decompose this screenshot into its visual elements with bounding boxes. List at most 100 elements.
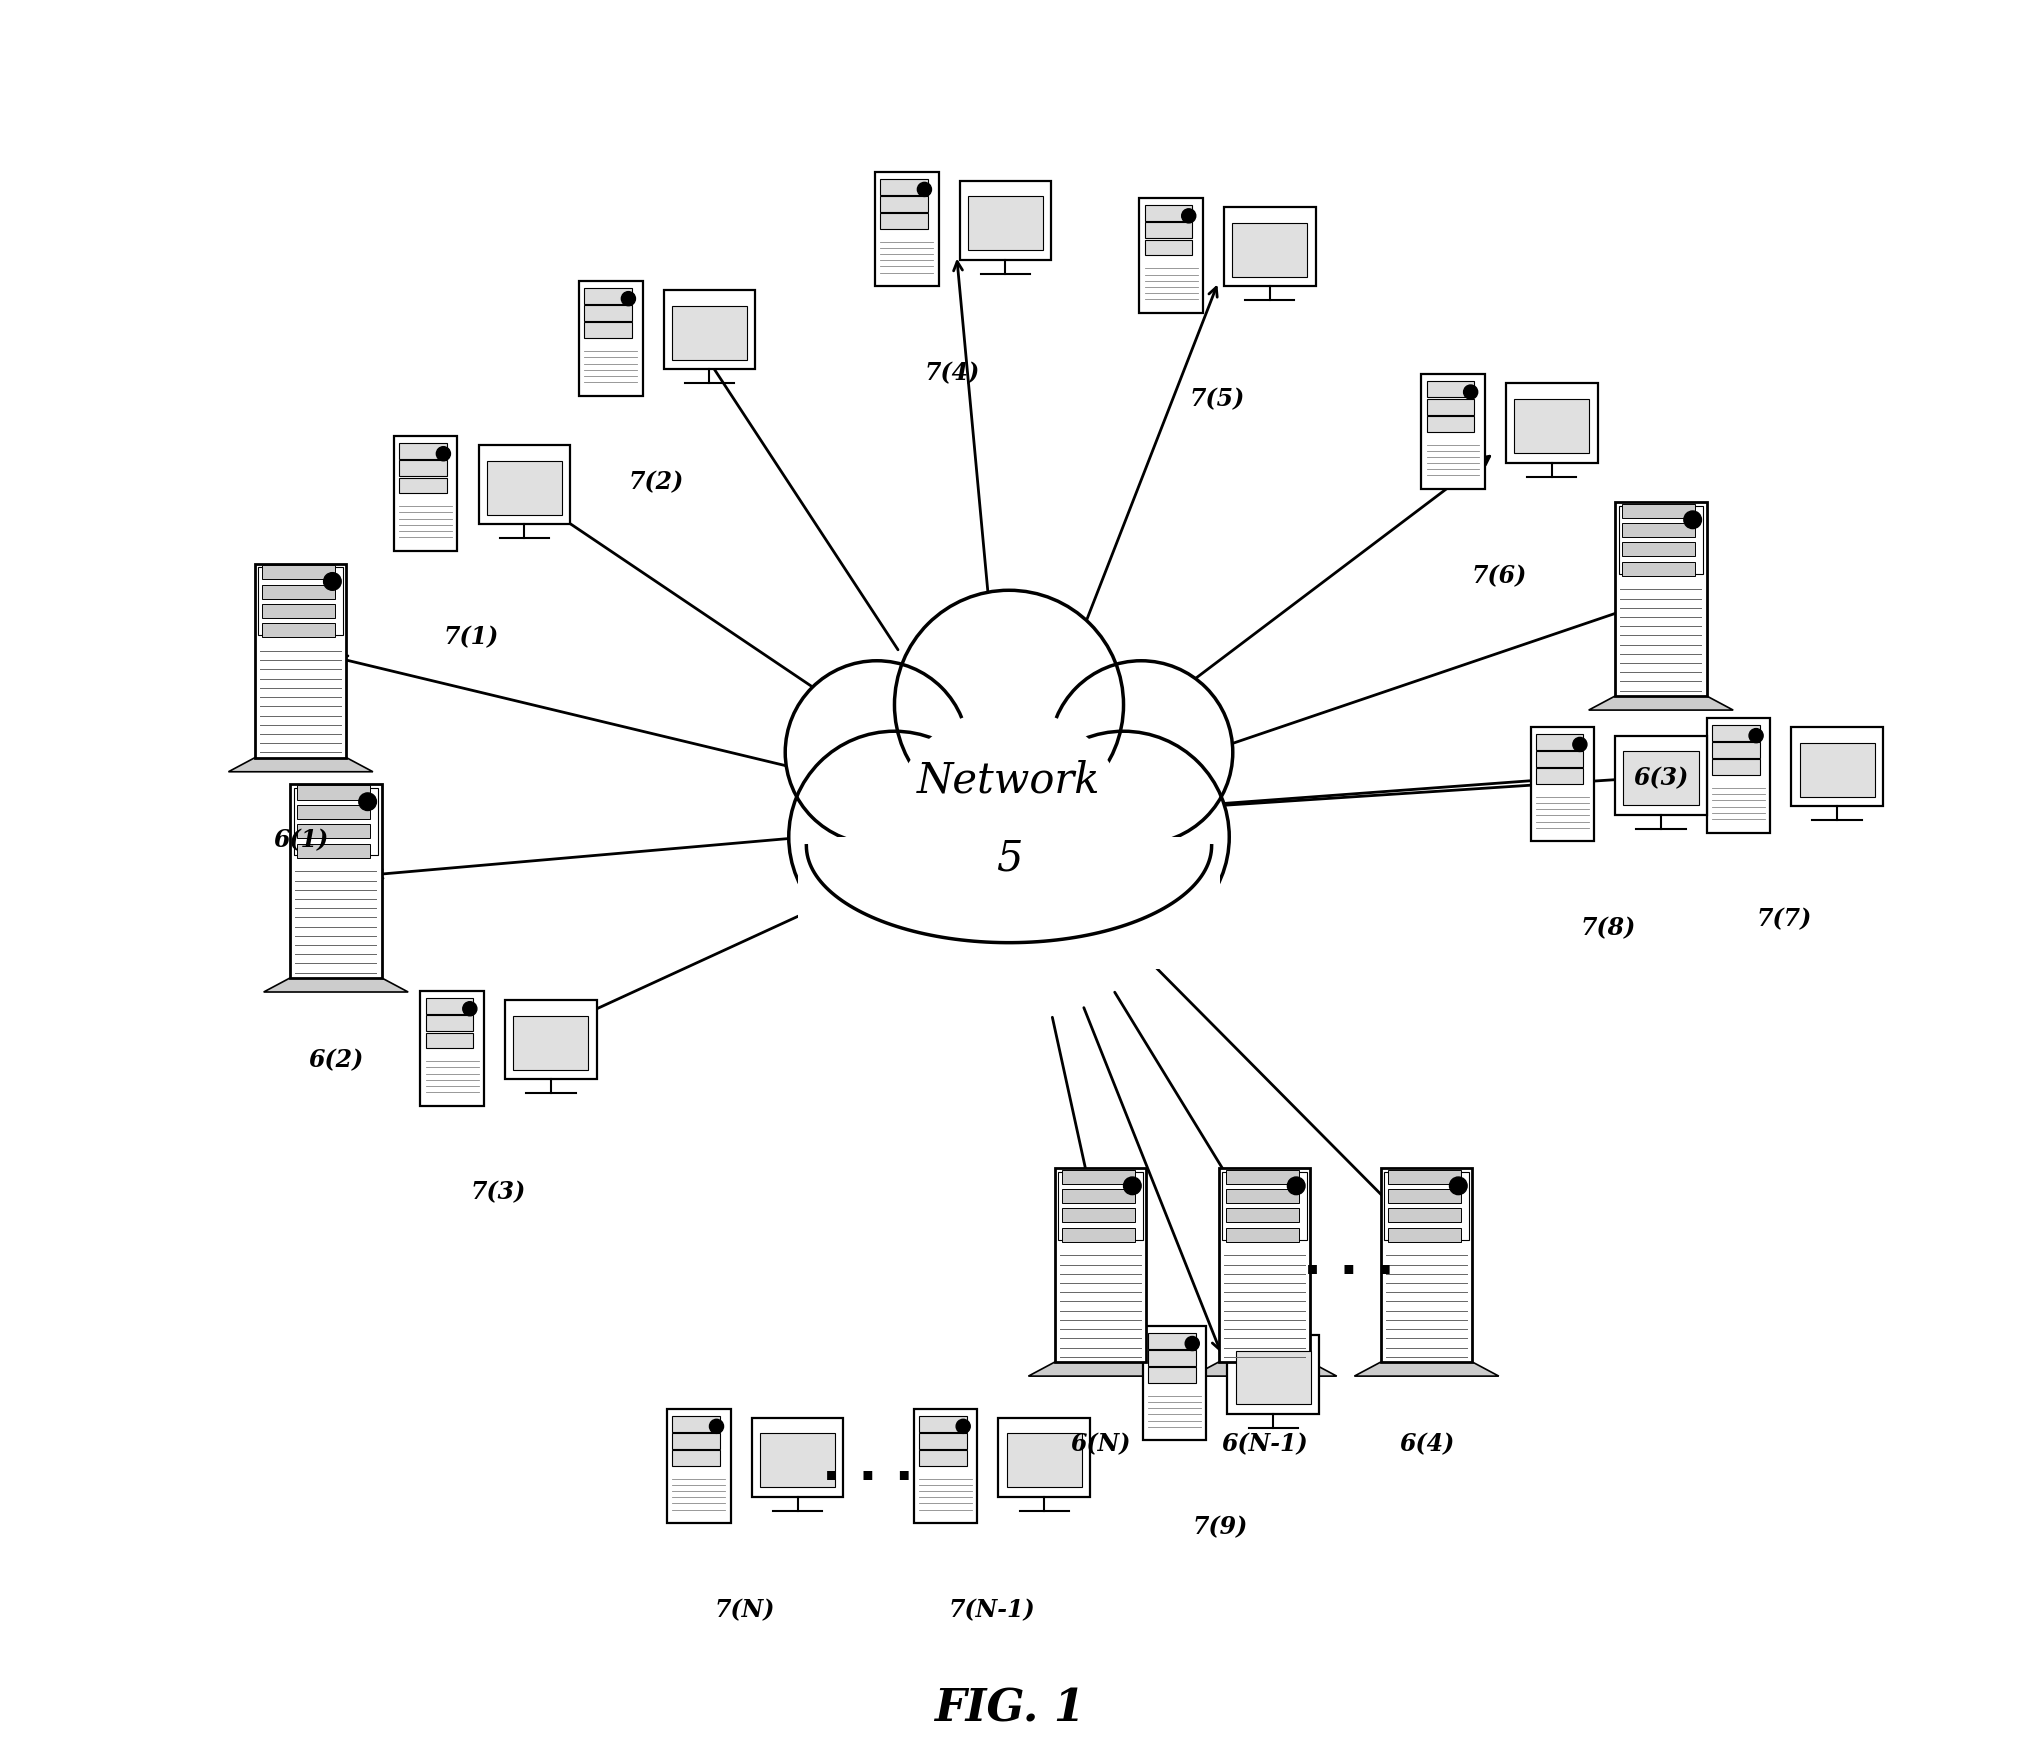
Circle shape: [1124, 1177, 1140, 1195]
Text: 7(6): 7(6): [1471, 564, 1526, 589]
Text: 7(3): 7(3): [470, 1181, 525, 1205]
Bar: [1711, 759, 1760, 775]
Bar: [1622, 504, 1695, 518]
Bar: [1227, 1336, 1320, 1413]
Bar: [1144, 222, 1193, 238]
Bar: [579, 280, 642, 396]
Circle shape: [359, 793, 377, 811]
Circle shape: [1017, 731, 1229, 943]
Bar: [1219, 1168, 1310, 1362]
Text: . . .: . . .: [821, 1441, 914, 1491]
Circle shape: [1683, 511, 1701, 529]
Bar: [1614, 502, 1707, 696]
Bar: [1061, 1209, 1136, 1223]
Bar: [1057, 1172, 1142, 1240]
Bar: [585, 287, 632, 303]
Circle shape: [710, 1420, 724, 1434]
Bar: [1233, 224, 1308, 277]
Bar: [504, 1001, 597, 1078]
Bar: [1142, 1325, 1207, 1441]
Bar: [258, 567, 343, 634]
Bar: [1225, 206, 1316, 287]
Text: 6(N): 6(N): [1070, 1433, 1130, 1457]
Circle shape: [1185, 1337, 1199, 1350]
Bar: [1505, 382, 1598, 462]
Bar: [672, 1450, 720, 1466]
Bar: [486, 462, 563, 515]
Bar: [1384, 1172, 1469, 1240]
Text: 6(2): 6(2): [309, 1048, 363, 1073]
Bar: [420, 990, 484, 1107]
Bar: [1061, 1228, 1136, 1242]
Bar: [1388, 1228, 1461, 1242]
Bar: [1225, 1209, 1300, 1223]
Bar: [1421, 374, 1485, 488]
Text: 7(2): 7(2): [630, 470, 684, 495]
Bar: [297, 825, 371, 839]
Bar: [753, 1417, 844, 1496]
Bar: [1061, 1170, 1136, 1184]
Circle shape: [1572, 737, 1586, 751]
Bar: [262, 566, 335, 580]
Text: . . .: . . .: [1304, 1235, 1394, 1284]
Bar: [1427, 382, 1475, 396]
Bar: [262, 585, 335, 599]
Circle shape: [622, 291, 636, 307]
Bar: [761, 1434, 835, 1487]
Text: 7(9): 7(9): [1193, 1515, 1247, 1540]
Bar: [918, 1450, 967, 1466]
Bar: [1614, 735, 1707, 814]
Bar: [1514, 400, 1590, 453]
Bar: [262, 604, 335, 618]
Bar: [254, 564, 347, 758]
Bar: [672, 1417, 720, 1431]
Circle shape: [1449, 1177, 1467, 1195]
Bar: [478, 444, 571, 525]
Bar: [1622, 562, 1695, 576]
Circle shape: [789, 731, 1001, 943]
Bar: [1225, 1170, 1300, 1184]
Circle shape: [890, 708, 1128, 948]
Bar: [297, 805, 371, 819]
Bar: [1225, 1228, 1300, 1242]
Circle shape: [918, 183, 932, 197]
Bar: [880, 213, 928, 229]
Polygon shape: [1354, 1362, 1499, 1376]
Bar: [297, 786, 371, 800]
Circle shape: [1183, 210, 1197, 224]
Bar: [1622, 751, 1699, 805]
Bar: [914, 1410, 977, 1522]
Bar: [1536, 733, 1584, 749]
Bar: [969, 197, 1043, 250]
Polygon shape: [1029, 1362, 1172, 1376]
Bar: [400, 444, 446, 458]
Bar: [1148, 1334, 1197, 1350]
Bar: [426, 1015, 474, 1031]
Bar: [426, 997, 474, 1013]
Bar: [513, 1015, 589, 1070]
Bar: [880, 178, 928, 194]
Bar: [1144, 204, 1193, 220]
Bar: [400, 478, 446, 493]
Bar: [1711, 726, 1760, 740]
Bar: [1536, 768, 1584, 784]
Circle shape: [436, 448, 450, 462]
Bar: [1427, 398, 1475, 414]
Text: 5: 5: [995, 837, 1023, 879]
Circle shape: [886, 705, 1132, 951]
Circle shape: [785, 661, 969, 844]
Bar: [1792, 726, 1883, 805]
Text: 7(1): 7(1): [444, 626, 498, 650]
Bar: [918, 1417, 967, 1431]
Text: 7(5): 7(5): [1189, 388, 1245, 412]
Bar: [426, 1033, 474, 1048]
Bar: [1380, 1168, 1473, 1362]
Text: 7(4): 7(4): [924, 361, 981, 386]
Circle shape: [957, 1420, 971, 1434]
Polygon shape: [1193, 1362, 1336, 1376]
Bar: [1140, 197, 1203, 314]
Bar: [1388, 1209, 1461, 1223]
Polygon shape: [1588, 696, 1733, 710]
Circle shape: [1287, 1177, 1306, 1195]
Bar: [1225, 1189, 1300, 1203]
